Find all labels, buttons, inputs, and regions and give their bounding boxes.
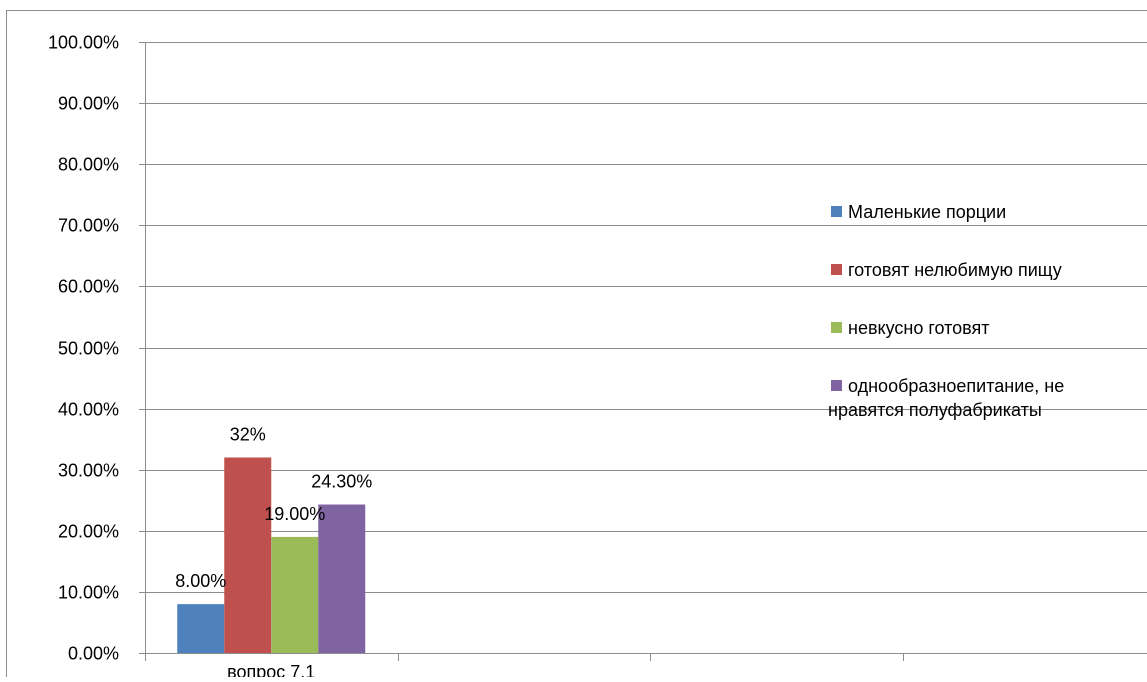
legend-label-4: однообразноепитание, не (848, 376, 1064, 396)
bar-3 (271, 537, 318, 653)
legend-label-1: Маленькие порции (848, 202, 1006, 222)
y-tick-label: 90.00% (58, 94, 119, 114)
legend-swatch-4 (831, 380, 842, 391)
x-category-label: вопрос 7.1 (227, 662, 315, 677)
data-label-4: 24.30% (311, 472, 372, 492)
y-tick-label: 100.00% (48, 33, 119, 53)
legend-swatch-3 (831, 322, 842, 333)
y-tick-label: 10.00% (58, 583, 119, 603)
y-tick-label: 30.00% (58, 461, 119, 481)
bar-2 (224, 457, 271, 653)
bar-1 (177, 604, 224, 653)
y-tick-label: 20.00% (58, 522, 119, 542)
bar-4 (318, 505, 365, 653)
y-tick-label: 80.00% (58, 155, 119, 175)
legend-swatch-2 (831, 264, 842, 275)
legend-swatch-1 (831, 206, 842, 217)
y-tick-label: 50.00% (58, 339, 119, 359)
y-tick-label: 60.00% (58, 277, 119, 297)
data-label-1: 8.00% (175, 571, 226, 591)
data-label-3: 19.00% (264, 504, 325, 524)
y-tick-label: 0.00% (68, 644, 119, 664)
legend-label-2: готовят нелюбимую пищу (848, 260, 1062, 280)
legend-label-3: невкусно готовят (848, 318, 990, 338)
data-label-2: 32% (230, 424, 266, 444)
y-tick-label: 40.00% (58, 400, 119, 420)
legend-label-4: нравятся полуфабрикаты (828, 400, 1042, 420)
y-tick-label: 70.00% (58, 216, 119, 236)
